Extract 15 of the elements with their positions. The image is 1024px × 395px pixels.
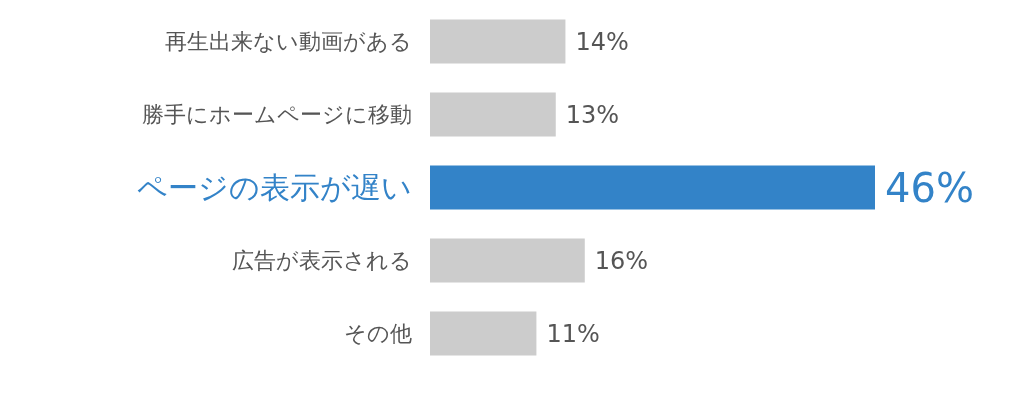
bar bbox=[430, 92, 556, 137]
data-label: 46% bbox=[885, 164, 974, 211]
bar bbox=[430, 19, 566, 64]
bar bbox=[430, 311, 537, 356]
y-tick-label: ページの表示が遅い bbox=[137, 170, 412, 205]
data-label: 14% bbox=[575, 27, 629, 56]
data-label: 11% bbox=[546, 319, 600, 348]
bar bbox=[430, 238, 585, 283]
y-tick-label: その他 bbox=[344, 321, 412, 346]
y-tick-label: 勝手にホームページに移動 bbox=[142, 102, 412, 127]
data-label: 16% bbox=[594, 246, 649, 275]
y-tick-label: 広告が表示される bbox=[232, 248, 412, 273]
y-tick-label: 再生出来ない動画がある bbox=[165, 29, 412, 54]
data-label: 13% bbox=[565, 100, 620, 129]
bar bbox=[430, 165, 875, 210]
